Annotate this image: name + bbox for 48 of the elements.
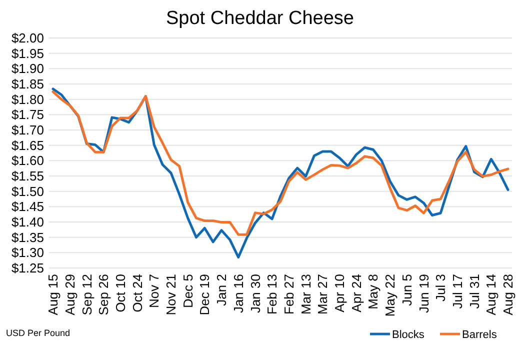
- y-tick-label: $1.95: [11, 46, 44, 61]
- x-tick-label: Feb 27: [281, 274, 296, 314]
- legend-label: Barrels: [462, 328, 498, 341]
- y-tick-label: $1.25: [11, 260, 44, 276]
- x-tick-label: Jan 30: [248, 274, 263, 314]
- y-tick-label: $1.65: [11, 138, 44, 153]
- y-tick-label: $1.75: [11, 107, 44, 122]
- x-tick-label: Feb 13: [264, 274, 280, 314]
- legend-label: Blocks: [392, 328, 425, 341]
- x-tick-label: Jul 17: [450, 274, 465, 309]
- x-tick-label: Aug 14: [484, 274, 499, 316]
- x-tick-label: Oct 10: [112, 274, 128, 312]
- x-tick-label: Sep 12: [79, 274, 94, 316]
- x-tick-label: Aug 28: [500, 274, 516, 316]
- x-tick-label: Dec 19: [197, 274, 212, 316]
- x-tick-label: Jul 3: [433, 274, 448, 302]
- x-tick-label: Apr 24: [348, 274, 364, 312]
- y-tick-label: $2.00: [11, 30, 44, 46]
- x-tick-label: Jun 5: [399, 274, 414, 306]
- x-tick-label: Nov 7: [146, 274, 162, 308]
- x-tick-label: Jan 16: [230, 274, 246, 314]
- x-tick-label: Oct 24: [130, 274, 145, 312]
- y-tick-label: $1.40: [11, 214, 44, 230]
- y-tick-label: $1.80: [11, 92, 44, 107]
- x-tick-label: Nov 21: [164, 274, 179, 316]
- y-tick-label: $1.45: [11, 199, 44, 214]
- y-tick-label: $1.60: [11, 153, 44, 168]
- chart-title: Spot Cheddar Cheese: [166, 8, 354, 29]
- x-tick-label: May 8: [366, 274, 381, 310]
- x-tick-label: Mar 27: [315, 274, 330, 314]
- y-tick-label: $1.35: [11, 230, 44, 245]
- text: USD Per Pound: [6, 328, 70, 338]
- y-tick-label: $1.50: [11, 184, 44, 199]
- x-tick-label: Jul 31: [466, 274, 482, 309]
- y-tick-label: $1.55: [11, 168, 44, 184]
- x-tick-label: Jun 19: [416, 274, 432, 314]
- x-tick-label: Apr 10: [332, 274, 348, 312]
- x-tick-label: Sep 26: [96, 274, 112, 316]
- x-tick-label: Aug 15: [46, 274, 61, 316]
- x-tick-label: Mar 13: [298, 274, 314, 314]
- y-tick-label: $1.90: [11, 61, 44, 76]
- x-tick-label: Aug 29: [62, 274, 78, 316]
- x-tick-label: Jan 2: [214, 274, 230, 306]
- y-tick-label: $1.85: [11, 76, 44, 92]
- x-tick-label: Dec 5: [180, 274, 196, 308]
- x-tick-label: May 22: [382, 274, 398, 317]
- y-tick-label: $1.30: [11, 245, 44, 260]
- y-tick-label: $1.70: [11, 122, 44, 138]
